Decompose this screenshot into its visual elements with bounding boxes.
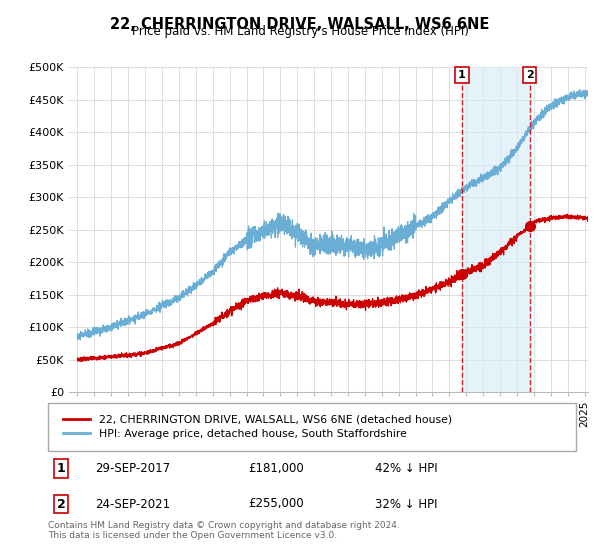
Text: £255,000: £255,000 xyxy=(248,497,304,511)
Text: 2: 2 xyxy=(57,497,65,511)
Text: 22, CHERRINGTON DRIVE, WALSALL, WS6 6NE: 22, CHERRINGTON DRIVE, WALSALL, WS6 6NE xyxy=(110,17,490,32)
Text: 32% ↓ HPI: 32% ↓ HPI xyxy=(376,497,438,511)
Text: 24-SEP-2021: 24-SEP-2021 xyxy=(95,497,170,511)
Text: 42% ↓ HPI: 42% ↓ HPI xyxy=(376,462,438,475)
Text: 1: 1 xyxy=(458,70,466,80)
Text: Price paid vs. HM Land Registry's House Price Index (HPI): Price paid vs. HM Land Registry's House … xyxy=(131,25,469,38)
Text: £181,000: £181,000 xyxy=(248,462,304,475)
Text: 1: 1 xyxy=(57,462,65,475)
Text: 29-SEP-2017: 29-SEP-2017 xyxy=(95,462,170,475)
Text: 2: 2 xyxy=(526,70,533,80)
Bar xyxy=(462,67,530,392)
Legend: 22, CHERRINGTON DRIVE, WALSALL, WS6 6NE (detached house), HPI: Average price, de: 22, CHERRINGTON DRIVE, WALSALL, WS6 6NE … xyxy=(59,410,456,444)
FancyBboxPatch shape xyxy=(48,403,576,451)
Text: Contains HM Land Registry data © Crown copyright and database right 2024.
This d: Contains HM Land Registry data © Crown c… xyxy=(48,521,400,540)
